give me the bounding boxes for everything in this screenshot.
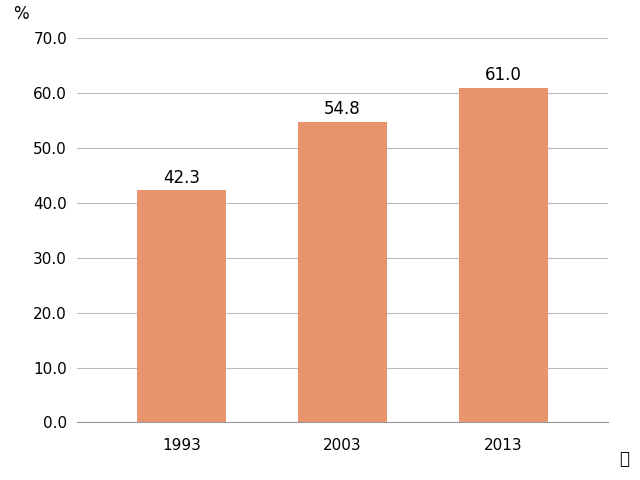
Text: 61.0: 61.0 <box>485 66 522 84</box>
Bar <box>459 88 548 422</box>
Text: 年: 年 <box>619 450 629 468</box>
Bar <box>137 191 226 422</box>
Text: 54.8: 54.8 <box>324 100 361 118</box>
Bar <box>298 122 387 422</box>
Text: %: % <box>13 5 29 23</box>
Text: 42.3: 42.3 <box>163 168 200 187</box>
